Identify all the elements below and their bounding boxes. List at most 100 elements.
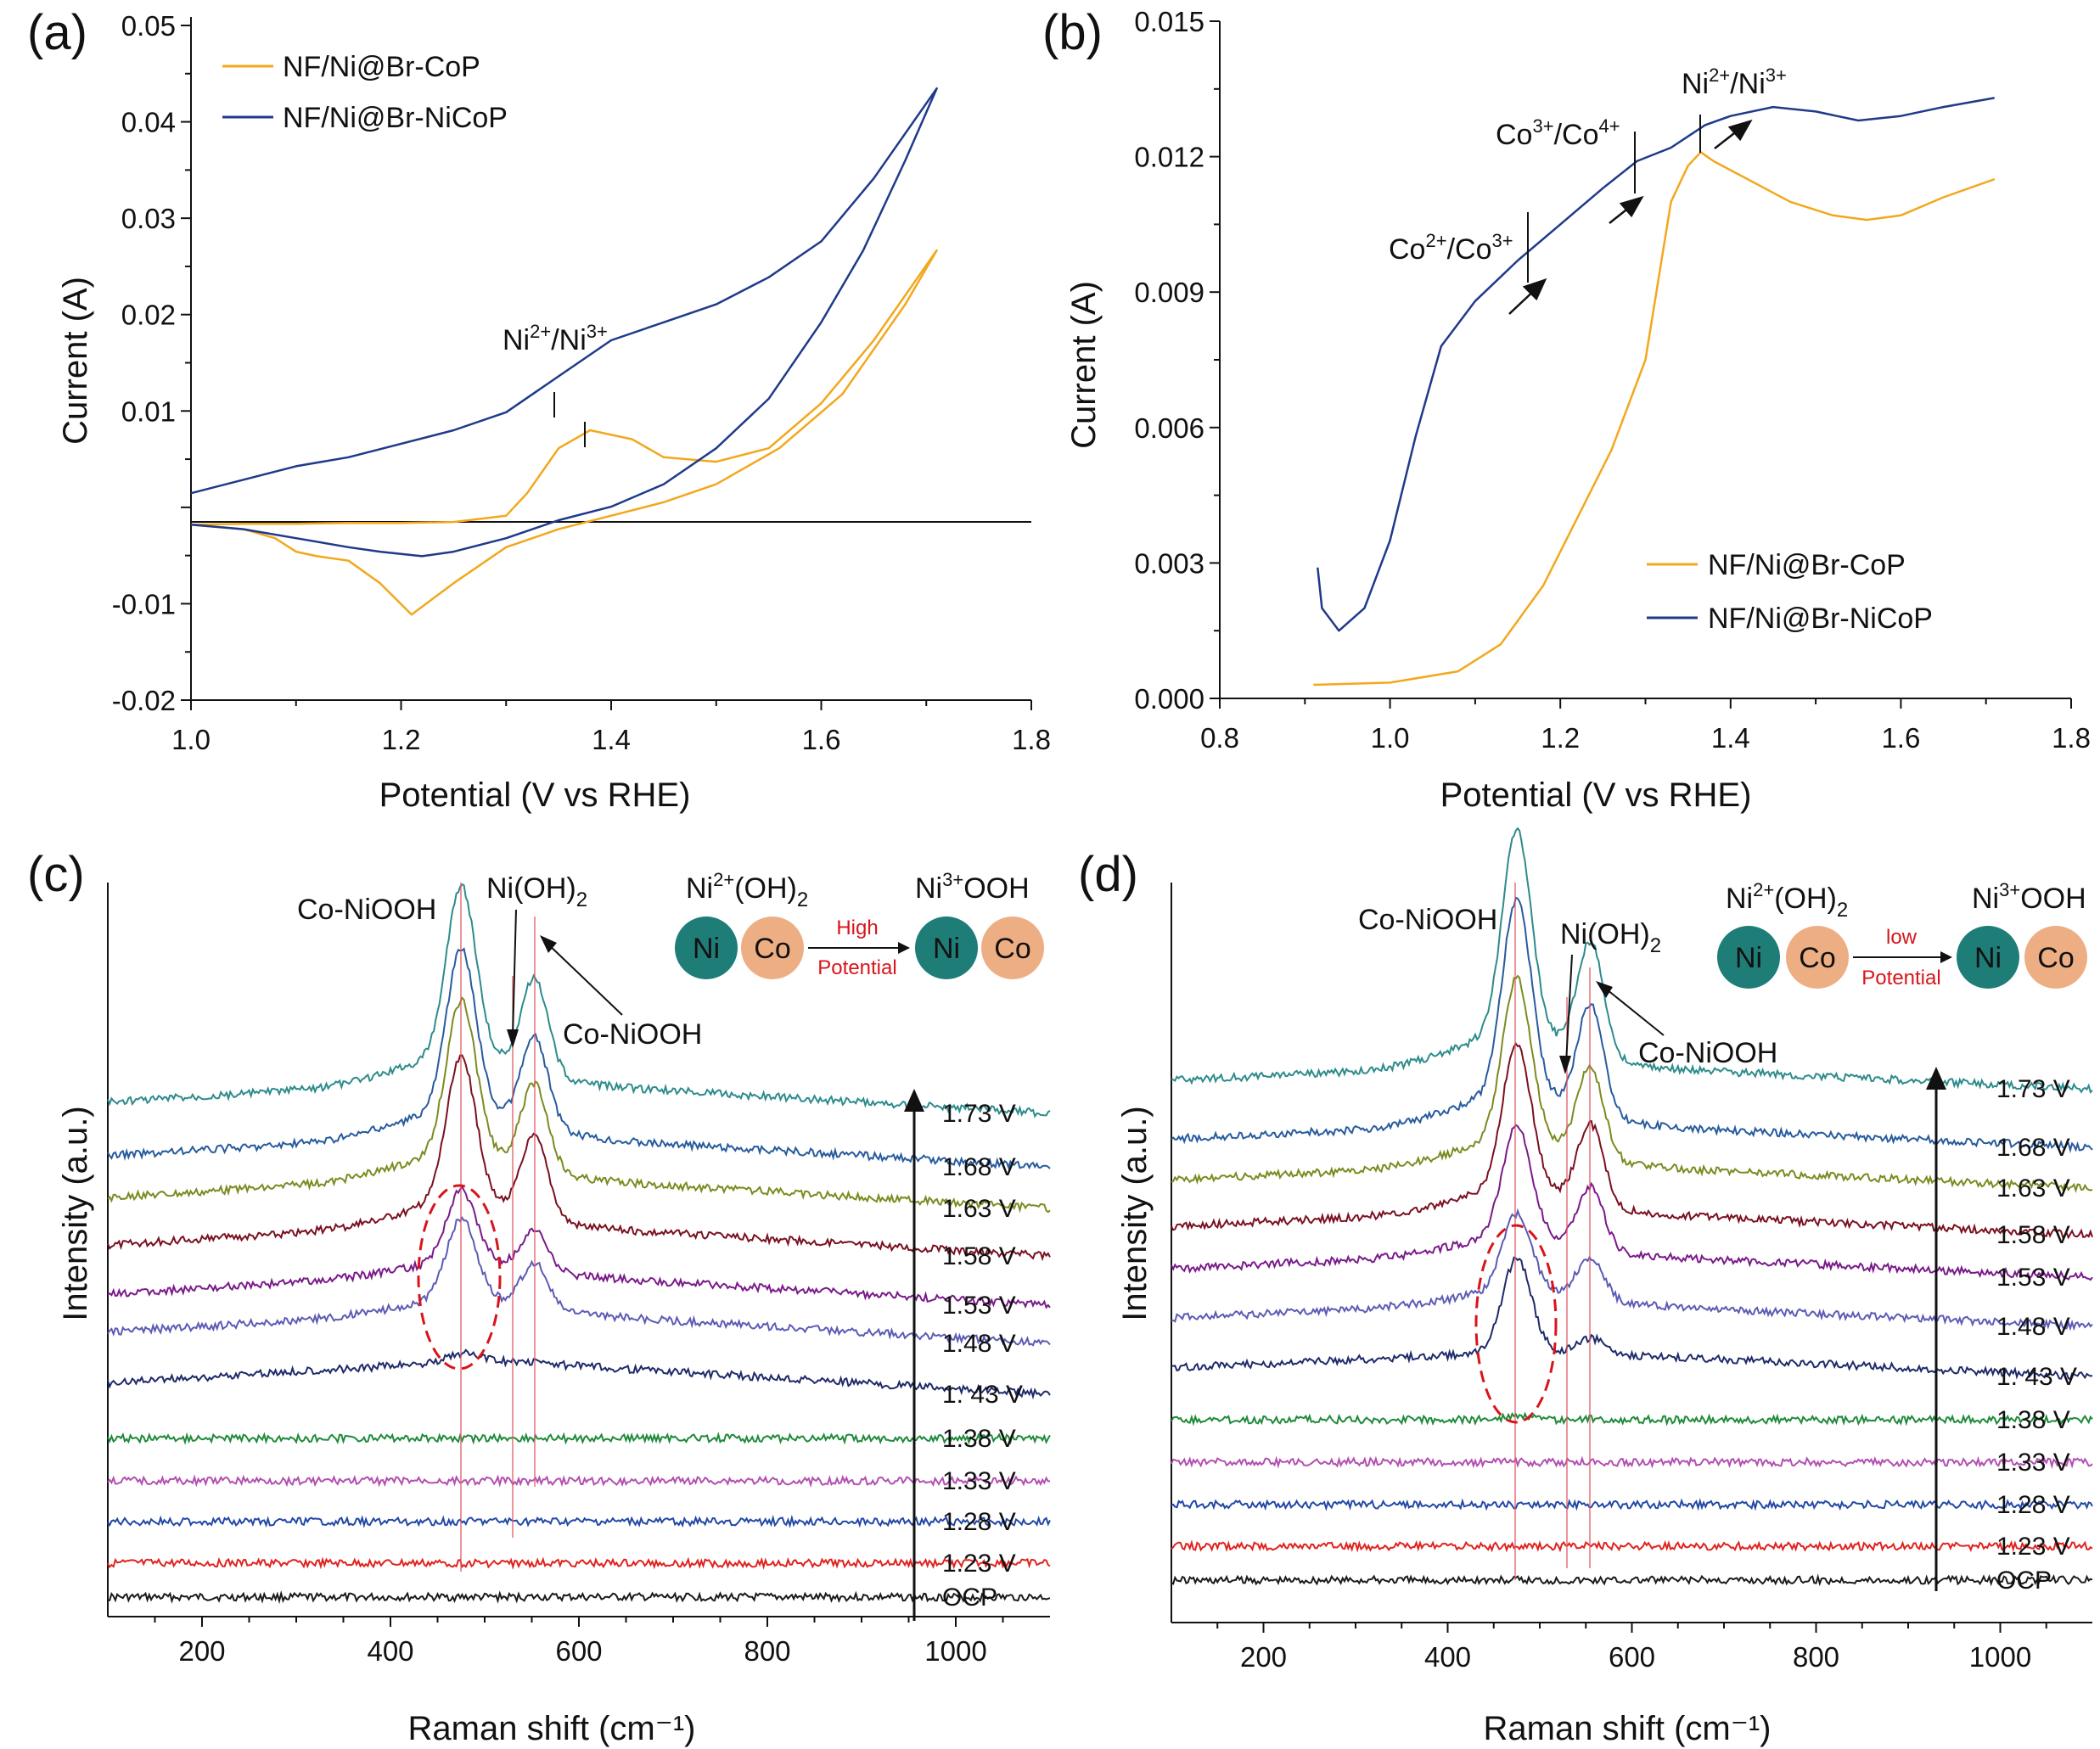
peak-arrowhead-d-2 — [1559, 1056, 1571, 1074]
x-tick-label-d-4: 1000 — [1969, 1641, 2031, 1673]
chart-c: 200 400 600 800 1000 Raman shift (cm⁻¹) Inte… — [57, 869, 1051, 1747]
spectrum-c-6 — [107, 1215, 1051, 1347]
peak-label-d-3: Co-NiOOH — [1638, 1037, 1777, 1069]
y-tick-label-a-7: 0.05 — [121, 10, 176, 42]
series-line-b-1 — [1317, 97, 1995, 632]
y-tick-label-a-3: 0.01 — [121, 395, 176, 427]
annotation-ni-a: Ni2+/Ni3+ — [503, 321, 608, 356]
y-tick-label-b-5: 0.015 — [1134, 6, 1204, 37]
x-tick-label-b-3: 1.4 — [1711, 722, 1750, 754]
spectrum-c-4 — [107, 1431, 1051, 1445]
spectrum-d-2 — [1171, 1498, 2093, 1511]
inset-arrow-bottom-d: Potential — [1861, 967, 1940, 989]
spectrum-c-8 — [107, 1054, 1051, 1262]
series-line-a-0 — [190, 249, 938, 616]
x-tick-label-b-5: 1.8 — [2052, 722, 2091, 754]
series-line-a-1 — [190, 87, 938, 558]
inset-d: Ni2+(OH)2 Ni3+OOH Ni Co low Potential Ni… — [1717, 879, 2087, 989]
spectrum-d-4 — [1171, 1411, 2093, 1427]
potential-label-d-8: 1.58 V — [1996, 1221, 2070, 1249]
potential-label-d-3: 1.33 V — [1996, 1449, 2070, 1477]
ni-text-left-c: Ni — [693, 933, 720, 965]
series-line-b-0 — [1313, 151, 1996, 687]
x-tick-label-d-3: 800 — [1793, 1641, 1839, 1673]
spectrum-d-1 — [1171, 1539, 2093, 1553]
spectrum-d-10 — [1171, 896, 2093, 1154]
y-axis-label-b: Current (A) — [1065, 281, 1103, 449]
inset-arrowhead-c — [898, 942, 910, 954]
potential-arrowhead-c — [904, 1089, 924, 1112]
y-axis-label-a: Current (A) — [57, 277, 94, 445]
panel-label-b: (b) — [1042, 5, 1103, 60]
peak-label-d-1: Co-NiOOH — [1358, 904, 1497, 936]
x-tick-label-d-2: 600 — [1609, 1641, 1655, 1673]
peak-label-c-1: Co-NiOOH — [297, 894, 436, 926]
co-text-left-c: Co — [754, 933, 790, 965]
legend-label-nicop-b: NF/Ni@Br-NiCoP — [1708, 603, 1933, 635]
x-tick-label-a-3: 1.6 — [802, 724, 841, 755]
potential-arrowhead-d — [1926, 1067, 1946, 1090]
spectrum-c-5 — [107, 1348, 1051, 1400]
y-tick-label-b-4: 0.012 — [1134, 142, 1204, 173]
x-tick-label-c-0: 200 — [178, 1635, 225, 1667]
potential-label-c-6: 1.48 V — [942, 1330, 1016, 1358]
y-tick-label-a-0: -0.02 — [112, 685, 176, 716]
co-circle-right-c — [981, 917, 1044, 979]
y-tick-label-a-5: 0.03 — [121, 203, 176, 234]
ni-circle-left-c — [675, 917, 738, 979]
spectrum-d-3 — [1171, 1455, 2093, 1470]
peak-arrow-c-3 — [545, 941, 623, 1016]
chart-a: 1.0 1.2 1.4 1.6 1.8 -0.02 -0.01 0.01 0.02 0.03 0.0… — [57, 10, 1051, 814]
x-tick-label-c-1: 400 — [367, 1635, 413, 1667]
peak-arrowhead-c-2 — [507, 1029, 519, 1048]
y-axis-label-d: Intensity (a.u.) — [1116, 1106, 1154, 1320]
potential-label-d-2: 1.28 V — [1996, 1491, 2070, 1519]
inset-right-label-c: Ni3+OOH — [915, 869, 1030, 905]
co-text-right-c: Co — [994, 933, 1030, 965]
x-tick-label-a-0: 1.0 — [171, 724, 211, 755]
inset-right-label-d: Ni3+OOH — [1972, 879, 2086, 915]
inset-left-label-d: Ni2+(OH)2 — [1726, 879, 1848, 922]
x-tick-label-a-2: 1.4 — [592, 724, 631, 755]
chart-b: 0.8 1.0 1.2 1.4 1.6 1.8 0.000 0.003 0.006 0.009 0.… — [1065, 6, 2091, 814]
spectrum-d-8 — [1171, 1042, 2093, 1240]
peak-label-c-2: Ni(OH)2 — [486, 872, 587, 911]
peak-arrowhead-c-3 — [540, 935, 557, 953]
panel-label-a: (a) — [27, 5, 87, 60]
y-tick-label-a-6: 0.04 — [121, 107, 176, 138]
potential-label-c-0: OCP — [942, 1584, 997, 1612]
y-axis-label-c: Intensity (a.u.) — [57, 1106, 94, 1320]
potential-label-d-5: 1. 43 V — [1996, 1363, 2077, 1391]
peak-arrow-d-2 — [1565, 954, 1573, 1064]
x-tick-label-b-0: 0.8 — [1200, 722, 1239, 754]
potential-label-c-2: 1.28 V — [942, 1508, 1016, 1536]
inset-c: Ni2+(OH)2 Ni3+OOH Ni Co High Potential N… — [675, 869, 1044, 979]
y-tick-label-b-1: 0.003 — [1134, 547, 1204, 579]
peak-arrow-d-3 — [1602, 985, 1665, 1036]
potential-label-d-0: OCP — [1996, 1567, 2052, 1595]
x-axis-label-b: Potential (V vs RHE) — [1440, 776, 1752, 814]
potential-label-c-9: 1.63 V — [942, 1195, 1016, 1223]
potential-label-c-8: 1.58 V — [942, 1242, 1016, 1270]
potential-label-d-6: 1.48 V — [1996, 1313, 2070, 1341]
x-tick-label-b-1: 1.0 — [1371, 722, 1410, 754]
spectrum-d-9 — [1171, 974, 2093, 1194]
highlight-ellipse-d — [1474, 1224, 1558, 1424]
legend-label-cop-b: NF/Ni@Br-CoP — [1708, 549, 1906, 581]
co-text-right-d: Co — [2037, 942, 2074, 974]
x-tick-label-d-0: 200 — [1240, 1641, 1287, 1673]
spectrum-d-6 — [1171, 1208, 2093, 1331]
potential-label-c-5: 1. 43 V — [942, 1381, 1023, 1409]
annotation-ni-b: Ni2+/Ni3+ — [1682, 64, 1787, 100]
x-axis-label-d: Raman shift (cm⁻¹) — [1484, 1710, 1772, 1747]
co-circle-left-d — [1786, 926, 1849, 989]
scan-arrows-b — [1508, 119, 1753, 315]
potential-label-c-11: 1.73 V — [942, 1100, 1016, 1128]
spectrum-c-2 — [107, 1514, 1051, 1529]
potential-label-c-1: 1.23 V — [942, 1550, 1016, 1578]
chart-d: 200 400 600 800 1000 Raman shift (cm⁻¹) Inte… — [1116, 827, 2093, 1747]
panel-label-c: (c) — [27, 847, 85, 902]
spectrum-d-7 — [1171, 1124, 2093, 1281]
annotation-co23-b: Co2+/Co3+ — [1389, 230, 1513, 266]
